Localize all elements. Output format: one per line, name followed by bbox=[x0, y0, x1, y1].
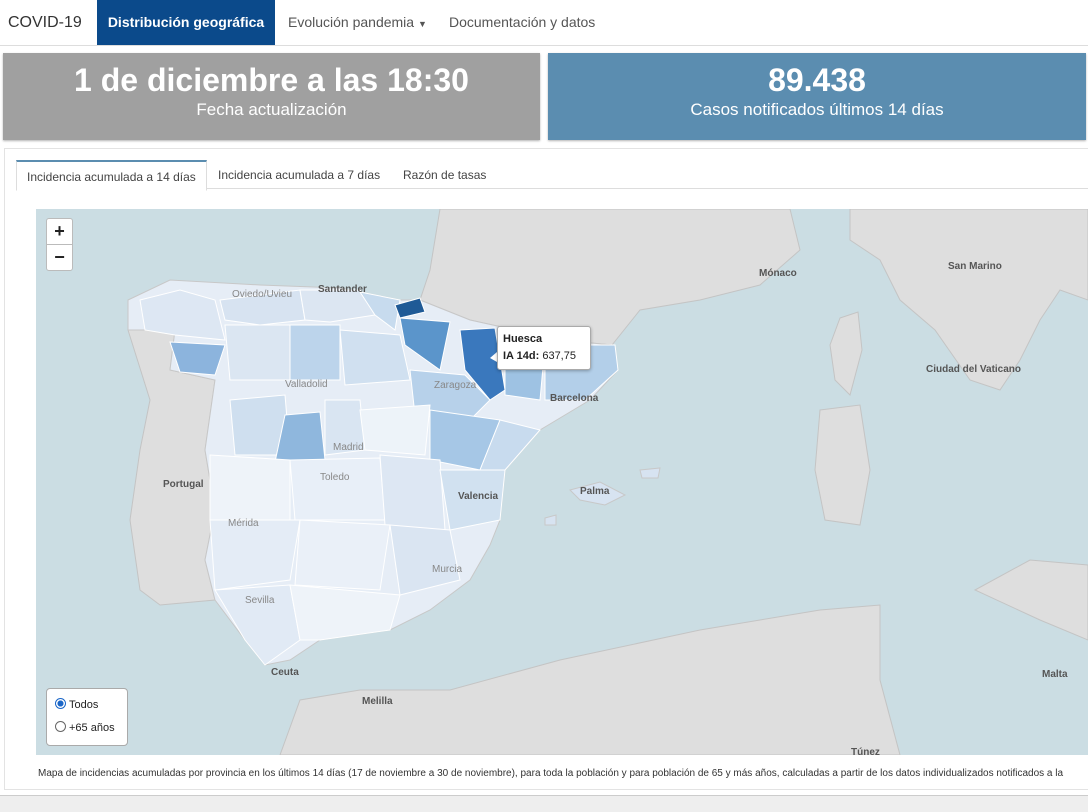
island bbox=[829, 311, 863, 396]
provinces bbox=[139, 289, 619, 666]
tooltip-row: IA 14d: 637,75 bbox=[503, 348, 585, 365]
province bbox=[299, 289, 376, 323]
tooltip-metric: IA 14d: bbox=[503, 350, 540, 362]
province bbox=[219, 289, 306, 326]
zoom-in[interactable]: + bbox=[46, 218, 73, 245]
map-label: Sevilla bbox=[245, 595, 275, 606]
province bbox=[459, 327, 506, 401]
tab[interactable]: Razón de tasas bbox=[403, 168, 487, 182]
tab-rule bbox=[16, 188, 1088, 189]
map-label: Ciudad del Vaticano bbox=[926, 364, 1021, 375]
nav-item[interactable]: Evolución pandemia ▼ bbox=[288, 0, 427, 45]
info-label: Fecha actualización bbox=[196, 100, 347, 119]
map-label: San Marino bbox=[948, 261, 1002, 272]
island bbox=[814, 404, 871, 526]
nav-item[interactable]: Distribución geográfica bbox=[97, 0, 275, 45]
province bbox=[389, 524, 461, 596]
tab[interactable]: Incidencia acumulada a 14 días bbox=[16, 160, 207, 191]
map-label: Mérida bbox=[228, 518, 259, 529]
radio-option[interactable]: +65 años bbox=[55, 720, 115, 736]
province bbox=[379, 454, 446, 531]
zoom-out[interactable]: − bbox=[46, 244, 73, 271]
navbar: COVID-19 Distribución geográfica Evoluci… bbox=[0, 0, 1088, 46]
map-label: Valencia bbox=[458, 491, 498, 502]
province bbox=[294, 519, 391, 591]
map-label: Santander bbox=[318, 284, 367, 295]
nav-item[interactable]: Documentación y datos bbox=[449, 14, 596, 30]
province bbox=[339, 329, 411, 386]
info-value: 89.438 bbox=[768, 62, 866, 98]
land bbox=[849, 209, 1088, 391]
province bbox=[289, 457, 386, 521]
map-label: Valladolid bbox=[285, 379, 328, 390]
map-label: Palma bbox=[580, 486, 610, 497]
province bbox=[209, 454, 291, 521]
province bbox=[169, 341, 226, 376]
map-label: Mónaco bbox=[759, 268, 797, 279]
province bbox=[358, 291, 401, 331]
map-label: Zaragoza bbox=[434, 380, 477, 391]
land bbox=[973, 559, 1088, 641]
map-label: Madrid bbox=[333, 442, 364, 453]
info-label: Casos notificados últimos 14 días bbox=[690, 100, 944, 119]
nav-text: Evolución pandemia bbox=[288, 14, 415, 30]
map-label: Melilla bbox=[362, 696, 393, 707]
province bbox=[289, 584, 401, 641]
tooltip-pointer bbox=[490, 352, 497, 362]
map[interactable]: Santander Portugal Barcelona Valencia Pa… bbox=[36, 209, 1088, 755]
province bbox=[209, 519, 301, 591]
balearic bbox=[569, 481, 627, 506]
province bbox=[214, 584, 301, 666]
radio-option[interactable]: Todos bbox=[55, 697, 98, 713]
radio-dot bbox=[55, 698, 66, 709]
radio-dot bbox=[55, 721, 66, 732]
map-label: Oviedo/Uvieu bbox=[232, 289, 292, 300]
caption: Mapa de incidencias acumuladas por provi… bbox=[38, 768, 1064, 779]
info-value: 1 de diciembre a las 18:30 bbox=[74, 62, 469, 98]
tooltip: Huesca IA 14d: 637,75 bbox=[497, 326, 591, 370]
map-label: Toledo bbox=[320, 472, 350, 483]
province bbox=[139, 289, 226, 341]
province bbox=[439, 469, 506, 531]
population-selector: Todos +65 años bbox=[46, 688, 128, 746]
province bbox=[399, 317, 451, 371]
province bbox=[394, 297, 426, 319]
balearic bbox=[544, 514, 557, 526]
province bbox=[359, 404, 431, 456]
radio-label: Todos bbox=[69, 699, 99, 711]
window-bottom bbox=[0, 795, 1088, 812]
balearic bbox=[639, 467, 661, 479]
caret: ▼ bbox=[417, 19, 427, 29]
map-label: Portugal bbox=[163, 479, 204, 490]
land bbox=[419, 209, 801, 346]
brand[interactable]: COVID-19 bbox=[8, 14, 82, 31]
panel bbox=[4, 148, 1088, 790]
land bbox=[279, 604, 901, 755]
tooltip-title: Huesca bbox=[503, 333, 543, 345]
map-label: Túnez bbox=[851, 747, 880, 755]
province bbox=[289, 324, 341, 381]
province bbox=[224, 324, 291, 381]
map-label: Barcelona bbox=[550, 393, 599, 404]
radio-label: +65 años bbox=[69, 722, 115, 734]
map-label: Malta bbox=[1042, 669, 1068, 680]
info-box: 89.438 Casos notificados últimos 14 días bbox=[548, 53, 1086, 140]
map-label: Ceuta bbox=[271, 667, 299, 678]
info-box: 1 de diciembre a las 18:30 Fecha actuali… bbox=[3, 53, 540, 140]
tooltip-value: 637,75 bbox=[542, 350, 576, 362]
map-label: Murcia bbox=[432, 564, 462, 575]
tab[interactable]: Incidencia acumulada a 7 días bbox=[218, 168, 381, 182]
